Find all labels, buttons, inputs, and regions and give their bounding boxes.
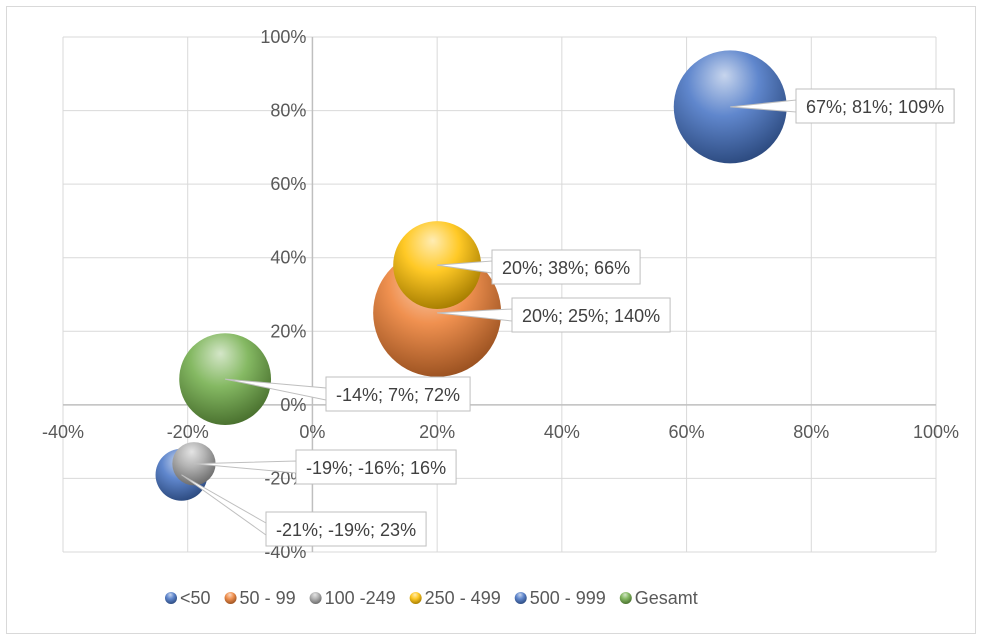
data-label-text: 67%; 81%; 109% [806,97,944,117]
x-tick-label: 40% [544,422,580,442]
data-label-box [491,249,641,285]
legend-label: 100 -249 [325,588,396,608]
legend-label: 500 - 999 [530,588,606,608]
data-label: -21%; -19%; 23% [181,474,427,547]
y-tick-label: 20% [270,321,306,341]
y-tick-label: 60% [270,174,306,194]
y-tick-label: 80% [270,101,306,121]
legend: <50 50 - 99 100 -249 250 - 499 500 - 999 Gesa… [165,588,698,608]
data-label-box [795,88,955,124]
legend-item: 50 - 99 [224,588,296,608]
data-label-text: -21%; -19%; 23% [276,520,416,540]
y-tick-label: 40% [270,248,306,268]
data-label: 20%; 38%; 66% [437,249,641,285]
data-label-box [295,449,457,485]
legend-item: Gesamt [619,588,698,608]
data-label-text: 20%; 25%; 140% [522,306,660,326]
x-tick-label: 100% [913,422,959,442]
legend-marker [619,592,632,604]
legend-marker [514,592,527,604]
data-label: -14%; 7%; 72% [225,376,471,412]
data-labels: -21%; -19%; 23% 20%; 25%; 140% -19%; -16%;… [181,88,955,547]
legend-marker [309,592,322,604]
data-label-callout [181,474,267,536]
legend-item: <50 [165,588,211,608]
legend-label: 250 - 499 [425,588,501,608]
legend-label: 50 - 99 [240,588,296,608]
legend-item: 250 - 499 [409,588,501,608]
data-label-box [325,376,471,412]
data-label-box [265,511,427,547]
legend-item: 100 -249 [309,588,396,608]
data-label-text: -19%; -16%; 16% [306,458,446,478]
data-label: -19%; -16%; 16% [193,449,457,485]
legend-marker [409,592,422,604]
x-tick-label: 0% [299,422,325,442]
data-label-text: -14%; 7%; 72% [336,385,460,405]
legend-marker [224,592,237,604]
x-tick-label: 60% [669,422,705,442]
data-label: 20%; 25%; 140% [437,297,671,333]
x-tick-label: -40% [42,422,84,442]
x-tick-label: 80% [793,422,829,442]
data-label-text: 20%; 38%; 66% [502,258,630,278]
legend-label: <50 [180,588,211,608]
x-tick-label: 20% [419,422,455,442]
legend-item: 500 - 999 [514,588,606,608]
data-label-box [511,297,671,333]
legend-label: Gesamt [635,588,698,608]
x-tick-label: -20% [167,422,209,442]
y-tick-label: 0% [280,395,306,415]
data-label: 67%; 81%; 109% [730,88,955,124]
legend-marker [165,592,177,604]
y-tick-label: 100% [260,27,306,47]
y-tick-label: -40% [264,542,306,562]
